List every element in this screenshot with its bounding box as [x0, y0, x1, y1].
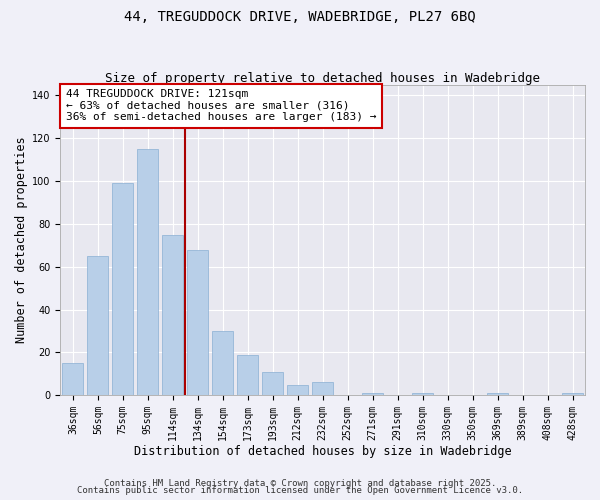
Bar	[137, 149, 158, 396]
Bar	[187, 250, 208, 396]
Bar	[212, 331, 233, 396]
Bar	[87, 256, 109, 396]
Bar	[362, 393, 383, 396]
Bar	[312, 382, 334, 396]
Bar	[487, 393, 508, 396]
Title: Size of property relative to detached houses in Wadebridge: Size of property relative to detached ho…	[105, 72, 540, 85]
Bar	[562, 393, 583, 396]
Bar	[62, 363, 83, 396]
Bar	[112, 183, 133, 396]
Bar	[287, 384, 308, 396]
Bar	[412, 393, 433, 396]
Y-axis label: Number of detached properties: Number of detached properties	[15, 136, 28, 343]
X-axis label: Distribution of detached houses by size in Wadebridge: Distribution of detached houses by size …	[134, 444, 512, 458]
Bar	[162, 234, 184, 396]
Text: Contains public sector information licensed under the Open Government Licence v3: Contains public sector information licen…	[77, 486, 523, 495]
Text: 44 TREGUDDOCK DRIVE: 121sqm
← 63% of detached houses are smaller (316)
36% of se: 44 TREGUDDOCK DRIVE: 121sqm ← 63% of det…	[65, 89, 376, 122]
Text: Contains HM Land Registry data © Crown copyright and database right 2025.: Contains HM Land Registry data © Crown c…	[104, 478, 496, 488]
Text: 44, TREGUDDOCK DRIVE, WADEBRIDGE, PL27 6BQ: 44, TREGUDDOCK DRIVE, WADEBRIDGE, PL27 6…	[124, 10, 476, 24]
Bar	[237, 354, 259, 396]
Bar	[262, 372, 283, 396]
